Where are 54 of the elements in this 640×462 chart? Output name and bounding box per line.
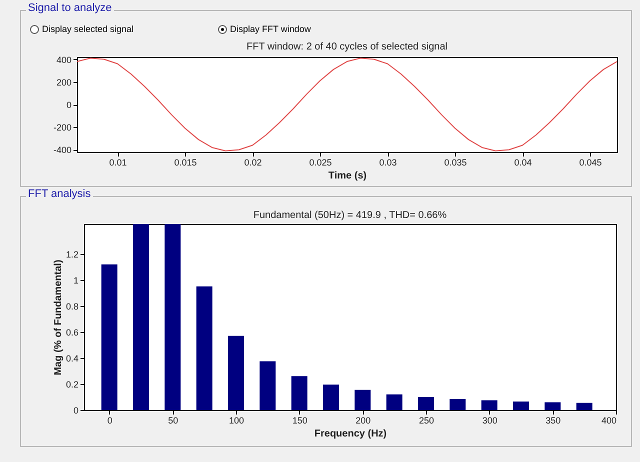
x-tick-label: 0.025 [309, 158, 332, 168]
y-tick-label: -200 [53, 122, 72, 133]
y-tick-label: 0 [73, 406, 78, 416]
text: Display selected signal [42, 24, 134, 34]
x-tick-label: 0 [107, 416, 112, 426]
chart-title: FFT window: 2 of 40 cycles of selected signal [246, 41, 448, 52]
bar [101, 264, 118, 410]
x-tick-label: 0.04 [514, 158, 532, 168]
x-tick-label: 100 [228, 416, 244, 426]
x-tick-label: 200 [356, 416, 371, 426]
bar [354, 390, 371, 410]
y-tick-label: 0.8 [66, 301, 78, 312]
text: Display FFT window [230, 24, 311, 34]
bar [481, 400, 498, 410]
y-axis-title: Mag (% of Fundamental) [52, 260, 64, 376]
y-tick-label: 0.6 [66, 327, 78, 338]
bar [260, 361, 276, 410]
x-tick-label: 0.03 [379, 158, 397, 168]
y-tick-label: -400 [53, 145, 72, 156]
bar [513, 402, 529, 410]
bar [386, 394, 402, 410]
y-tick-label: 1 [73, 275, 78, 286]
y-tick-label: 0.2 [66, 379, 78, 390]
y-tick-label: 0 [66, 100, 72, 110]
text: FFT analysis [26, 188, 93, 200]
y-tick-label: 400 [56, 54, 72, 65]
x-tick-label: 250 [418, 416, 434, 426]
y-tick-label: 1.2 [66, 249, 78, 260]
x-tick-label: 350 [546, 416, 561, 426]
text: Signal to analyze [26, 2, 114, 14]
bar [323, 384, 339, 410]
bar [576, 402, 592, 410]
x-tick-label: 0.02 [244, 158, 262, 168]
bar [228, 336, 244, 410]
bar [196, 286, 212, 410]
x-axis-title: Time (s) [328, 170, 367, 182]
x-tick-label: 0.035 [444, 158, 467, 168]
x-axis-title: Frequency (Hz) [314, 428, 387, 440]
y-tick-label: 200 [56, 77, 72, 88]
x-tick-label: 150 [292, 416, 308, 426]
bar [450, 398, 466, 410]
bar [291, 376, 308, 410]
bar [133, 224, 149, 410]
bar [544, 402, 561, 410]
x-tick-label: 300 [482, 416, 498, 426]
x-tick-label: 0.045 [579, 158, 602, 168]
bar [418, 396, 434, 410]
x-tick-label: 50 [168, 416, 178, 426]
bar [164, 224, 181, 410]
y-tick-label: 0.4 [66, 353, 78, 364]
chart-title: Fundamental (50Hz) = 419.9 , THD= 0.66% [253, 210, 447, 221]
x-tick-label: 400 [601, 416, 616, 426]
x-tick-label: 0.015 [174, 158, 197, 168]
x-tick-label: 0.01 [109, 158, 127, 168]
